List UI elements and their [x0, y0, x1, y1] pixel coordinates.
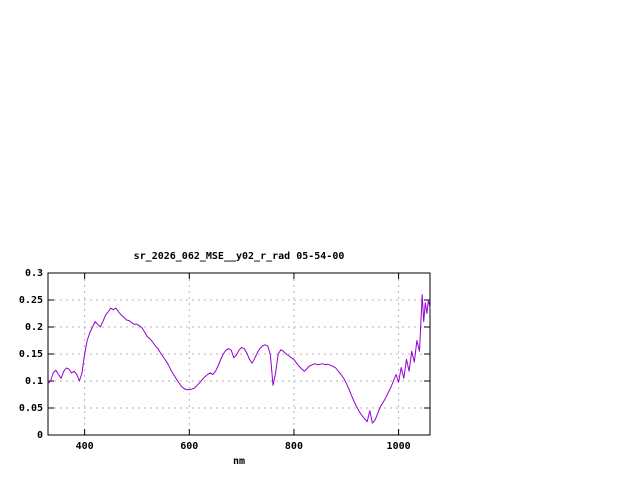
x-tick-label: 800 [285, 441, 303, 452]
x-tick-label: 1000 [387, 441, 411, 452]
y-tick-label: 0.2 [25, 322, 43, 333]
chart-title: sr_2026_062_MSE__y02_r_rad 05-54-00 [133, 251, 345, 262]
x-tick-label: 400 [76, 441, 94, 452]
y-tick-label: 0 [37, 430, 43, 441]
plot-border [47, 272, 431, 436]
x-tick-label: 600 [180, 441, 198, 452]
y-tick-label: 0.3 [25, 268, 43, 279]
spectrum-line [47, 294, 431, 424]
y-tick-label: 0.1 [25, 376, 43, 387]
y-tick-label: 0.05 [19, 403, 43, 414]
y-tick-label: 0.15 [19, 349, 43, 360]
y-tick-label: 0.25 [19, 295, 43, 306]
x-axis-label: nm [232, 456, 246, 467]
